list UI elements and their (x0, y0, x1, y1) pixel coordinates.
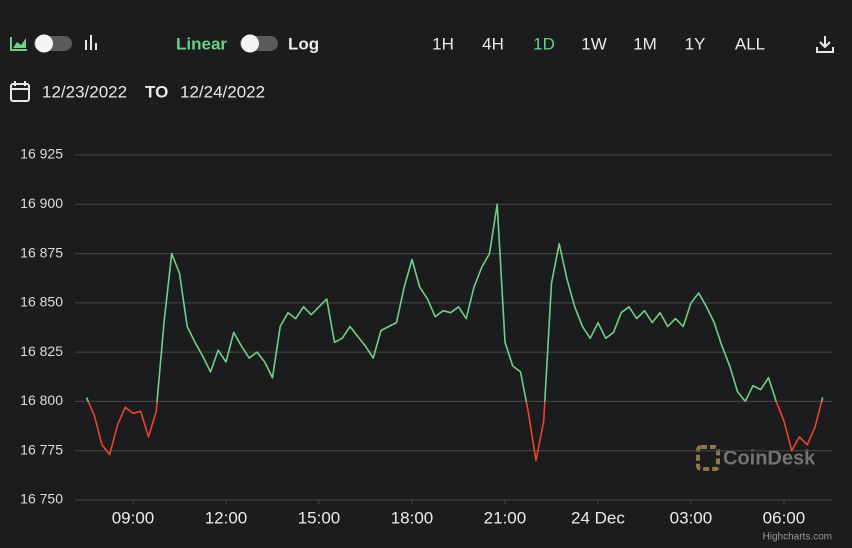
calendar-icon[interactable] (10, 81, 30, 102)
range-button[interactable]: ALL (735, 34, 765, 53)
scale-option[interactable]: Linear (176, 34, 227, 53)
y-tick-label: 16 825 (20, 343, 63, 359)
y-tick-label: 16 925 (20, 146, 63, 162)
x-tick-label: 18:00 (391, 508, 434, 527)
x-tick-label: 09:00 (112, 508, 155, 527)
date-to[interactable]: 12/24/2022 (180, 82, 265, 101)
chart-type-toggle[interactable] (34, 34, 72, 53)
watermark: CoinDesk (723, 447, 816, 469)
range-button[interactable]: 1Y (685, 34, 706, 53)
bar-chart-icon[interactable] (85, 35, 97, 50)
x-tick-label: 06:00 (763, 508, 806, 527)
date-separator: TO (145, 82, 168, 101)
price-line (85, 203, 824, 462)
range-button[interactable]: 1D (533, 34, 555, 53)
watermark-logo (696, 445, 720, 471)
range-button[interactable]: 1H (432, 34, 454, 53)
date-from[interactable]: 12/23/2022 (42, 82, 127, 101)
download-icon[interactable] (816, 36, 834, 53)
x-tick-label: 15:00 (298, 508, 341, 527)
x-tick-label: 03:00 (670, 508, 713, 527)
x-tick-label: 21:00 (484, 508, 527, 527)
credits[interactable]: Highcharts.com (763, 532, 832, 543)
y-tick-label: 16 875 (20, 244, 63, 260)
range-button[interactable]: 4H (482, 34, 504, 53)
y-tick-label: 16 750 (20, 491, 63, 507)
y-tick-label: 16 900 (20, 195, 63, 211)
scale-option[interactable]: Log (288, 34, 319, 53)
x-tick-label: 24 Dec (571, 508, 625, 527)
y-tick-label: 16 850 (20, 294, 63, 310)
range-button[interactable]: 1W (581, 34, 607, 53)
y-tick-label: 16 775 (20, 441, 63, 457)
x-tick-label: 12:00 (205, 508, 248, 527)
area-chart-icon[interactable] (10, 37, 27, 51)
scale-toggle[interactable] (240, 34, 278, 53)
y-tick-label: 16 800 (20, 392, 63, 408)
range-button[interactable]: 1M (633, 34, 657, 53)
